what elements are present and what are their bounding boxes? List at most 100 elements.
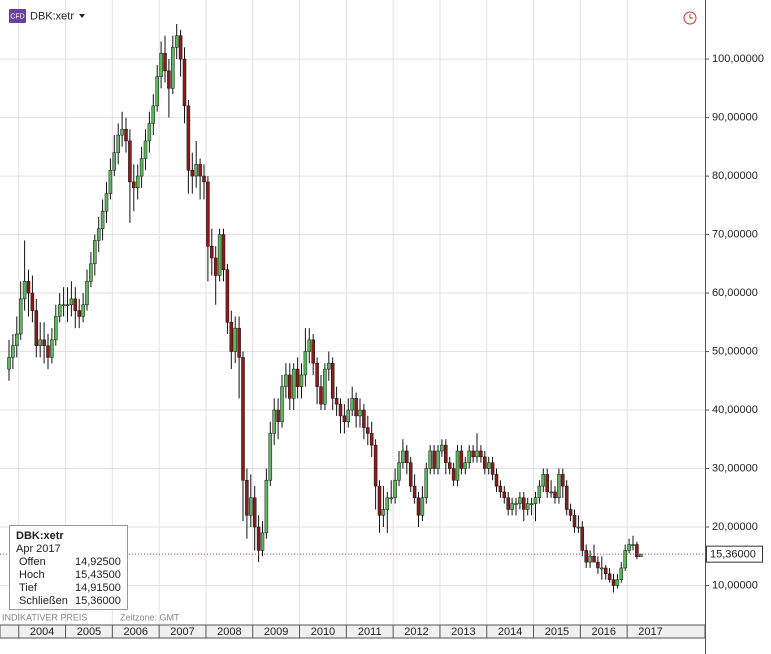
candle-body bbox=[428, 450, 432, 469]
grid bbox=[0, 0, 705, 625]
candle-body bbox=[46, 345, 50, 358]
candle-body bbox=[588, 556, 592, 563]
candle-body bbox=[475, 450, 479, 458]
candle-body bbox=[607, 573, 612, 580]
candle-body bbox=[561, 474, 565, 487]
candle-body bbox=[459, 450, 464, 469]
candle-body bbox=[57, 304, 62, 317]
timezone: Zeitzone: GMT bbox=[120, 612, 180, 622]
candle-body bbox=[502, 491, 507, 499]
candle-body bbox=[229, 322, 234, 352]
candle-body bbox=[167, 70, 171, 89]
candle-body bbox=[514, 503, 518, 505]
cfd-icon bbox=[9, 9, 26, 23]
x-tick-label: 2004 bbox=[30, 626, 54, 638]
info-value: 15,36000 bbox=[75, 595, 121, 607]
candle-body bbox=[174, 35, 179, 48]
candle-body bbox=[89, 263, 93, 282]
candle-body bbox=[171, 47, 175, 89]
candle-body bbox=[128, 140, 132, 183]
candle-body bbox=[11, 345, 15, 358]
candle-body bbox=[54, 316, 58, 341]
labels: 10,00000 20,00000 30,00000 40,00000 50,00000… bbox=[0, 53, 764, 638]
y-tick-label: 50,00000 bbox=[712, 345, 758, 357]
candle-body bbox=[350, 398, 354, 411]
last-price-box bbox=[706, 545, 763, 563]
candle-body bbox=[151, 105, 156, 124]
candle-body bbox=[202, 175, 206, 183]
candle-body bbox=[592, 556, 596, 563]
candle-body bbox=[307, 339, 312, 352]
candle-body bbox=[34, 310, 39, 346]
candle-body bbox=[42, 339, 46, 346]
x-tick-label: 2010 bbox=[311, 626, 335, 638]
candle-body bbox=[315, 362, 319, 387]
candle-body bbox=[576, 526, 581, 529]
candle-body bbox=[65, 304, 70, 306]
candle-body bbox=[432, 450, 436, 469]
candles bbox=[7, 23, 643, 593]
candle-body bbox=[225, 269, 230, 323]
candle-body bbox=[397, 462, 401, 481]
candle-body bbox=[22, 281, 27, 300]
candle-body bbox=[194, 164, 198, 177]
candle-body bbox=[108, 169, 113, 194]
candle-body bbox=[471, 450, 475, 458]
candle-body bbox=[627, 544, 631, 551]
candle-body bbox=[580, 526, 585, 551]
x-axis-band bbox=[0, 624, 706, 639]
candle-body bbox=[190, 169, 195, 177]
x-tick-label: 2016 bbox=[592, 626, 616, 638]
candle-body bbox=[549, 491, 553, 494]
candle-body bbox=[623, 550, 627, 569]
info-label: Hoch bbox=[19, 569, 45, 581]
candle-body bbox=[467, 450, 471, 463]
candle-body bbox=[346, 409, 351, 422]
candle-body bbox=[124, 129, 128, 142]
candle-body bbox=[490, 462, 495, 475]
candle-body bbox=[221, 234, 226, 270]
candle-body bbox=[362, 409, 366, 428]
candle-body bbox=[498, 485, 503, 493]
candle-body bbox=[120, 129, 124, 136]
y-tick-label: 100,00000 bbox=[712, 53, 764, 65]
candle-body bbox=[233, 327, 237, 352]
candle-body bbox=[564, 485, 569, 510]
candle-body bbox=[159, 52, 163, 77]
candle-body bbox=[369, 433, 374, 446]
last-price-label: 15,36000 bbox=[710, 549, 756, 561]
candle-body bbox=[213, 257, 218, 276]
y-tick-label: 10,00000 bbox=[712, 579, 758, 591]
symbol[interactable]: DBK:xetr bbox=[30, 10, 74, 22]
candle-body bbox=[455, 450, 460, 481]
x-tick-label: 2017 bbox=[638, 626, 662, 638]
x-tick-label: 2007 bbox=[170, 626, 194, 638]
y-tick-label: 80,00000 bbox=[712, 170, 758, 182]
candle-body bbox=[241, 357, 245, 481]
candle-body bbox=[264, 479, 269, 534]
candle-body bbox=[163, 52, 167, 72]
candle-body bbox=[615, 579, 620, 586]
candle-body bbox=[486, 462, 491, 469]
candle-body bbox=[18, 298, 23, 335]
candle-body bbox=[288, 374, 292, 399]
candle-body bbox=[366, 427, 370, 434]
candle-body bbox=[77, 310, 81, 317]
candle-body bbox=[295, 368, 300, 387]
candle-body bbox=[545, 474, 549, 493]
candle-body bbox=[93, 240, 97, 265]
dropdown-arrow[interactable] bbox=[79, 14, 85, 18]
candle-body bbox=[541, 474, 546, 487]
y-tick-label: 30,00000 bbox=[712, 462, 758, 474]
candle-body bbox=[405, 450, 409, 463]
candle-body bbox=[155, 76, 159, 107]
info-value: 14,92500 bbox=[75, 556, 121, 568]
indicative-note: INDIKATIVER PREIS bbox=[2, 612, 87, 622]
candle-body bbox=[572, 515, 577, 528]
candle-body bbox=[143, 140, 148, 159]
candle-body bbox=[506, 497, 510, 510]
candle-body bbox=[319, 386, 323, 405]
candle-body bbox=[600, 567, 604, 570]
candle-body bbox=[61, 304, 66, 306]
